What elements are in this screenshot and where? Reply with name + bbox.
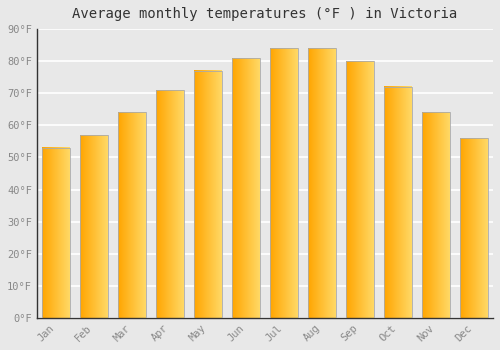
Bar [346, 61, 374, 318]
Bar [384, 87, 411, 318]
Bar [80, 135, 108, 318]
Bar [42, 148, 70, 318]
Bar [194, 71, 222, 318]
Title: Average monthly temperatures (°F ) in Victoria: Average monthly temperatures (°F ) in Vi… [72, 7, 458, 21]
Bar [308, 48, 336, 318]
Bar [156, 90, 184, 318]
Bar [422, 112, 450, 318]
Bar [232, 58, 260, 318]
Bar [118, 112, 146, 318]
Bar [460, 138, 487, 318]
Bar [270, 48, 297, 318]
